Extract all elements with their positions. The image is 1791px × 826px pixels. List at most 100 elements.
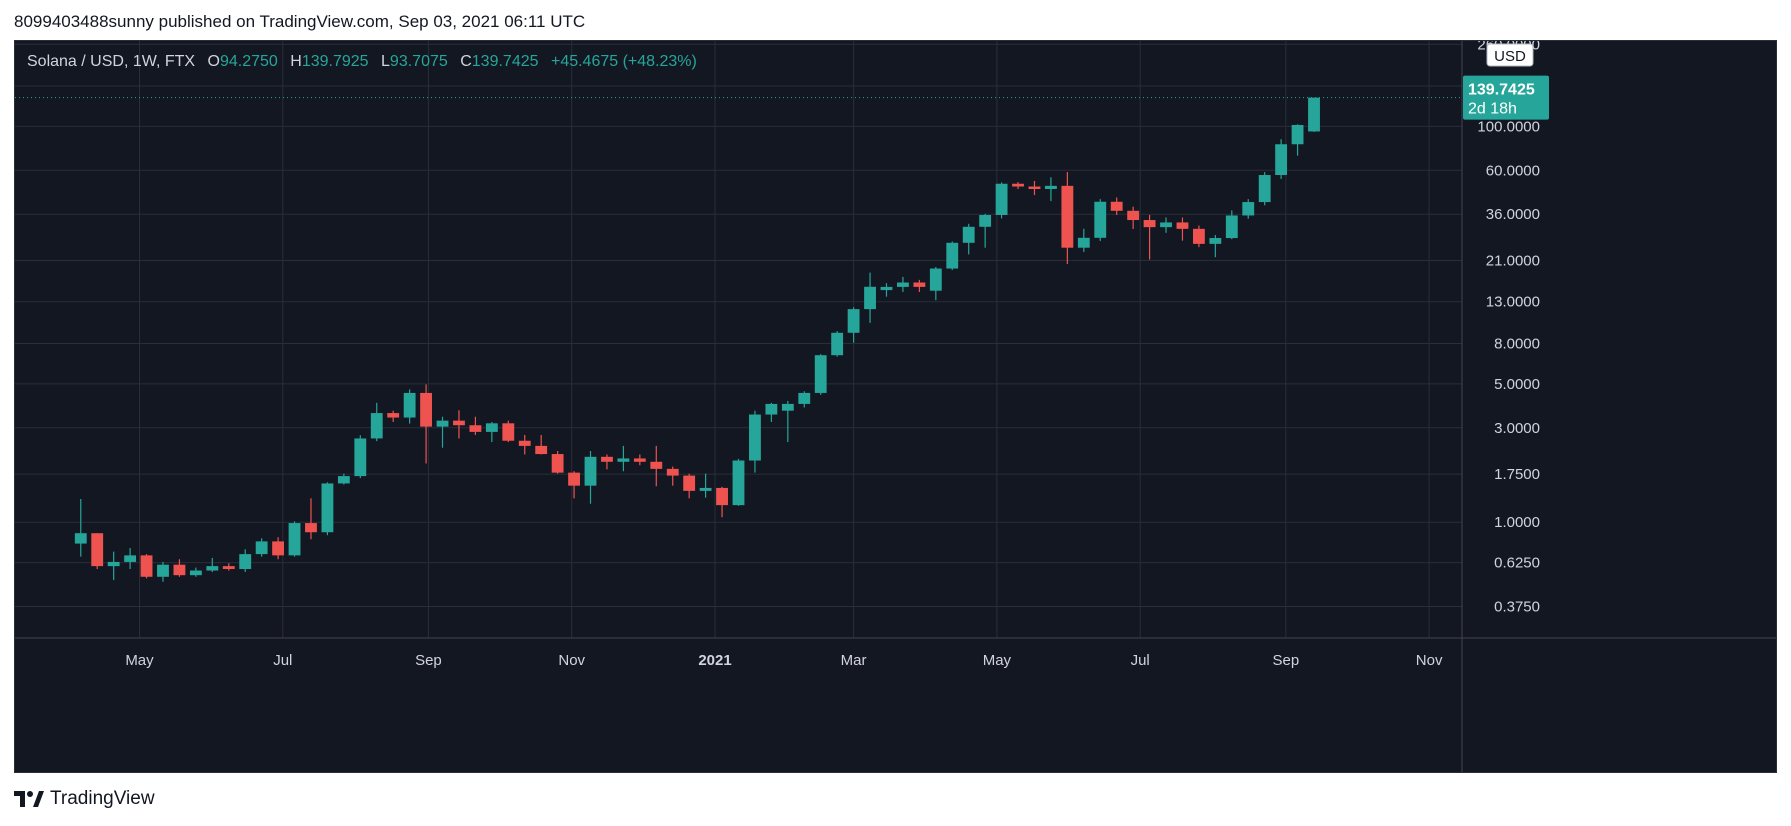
candle-body — [1308, 97, 1320, 132]
candle-body — [173, 564, 186, 576]
candle — [913, 279, 926, 292]
candle-body — [601, 456, 613, 462]
candle — [420, 384, 432, 464]
legend-low-value: 93.7075 — [389, 53, 448, 70]
last-price-tag: 139.7425 2d 18h — [1463, 75, 1549, 120]
candle-body — [1209, 238, 1222, 244]
candle — [831, 330, 844, 357]
candle-body — [1258, 175, 1271, 203]
candle — [798, 391, 811, 408]
candle — [1291, 124, 1304, 156]
candle-body — [272, 541, 285, 556]
candle-body — [584, 456, 597, 486]
candle — [946, 241, 959, 271]
price-tag-background — [1463, 75, 1549, 120]
candle-layer — [74, 97, 1320, 582]
candle — [650, 445, 663, 487]
candle-body — [321, 483, 334, 533]
x-tick-label: Nov — [558, 652, 585, 669]
candle — [403, 389, 416, 424]
y-tick-label: 60.0000 — [1486, 162, 1540, 179]
candle — [1176, 217, 1189, 241]
candle-body — [222, 566, 235, 570]
candle — [321, 482, 334, 536]
candle-body — [864, 286, 876, 310]
candle — [699, 473, 712, 498]
candle-body — [74, 533, 87, 544]
candle — [91, 533, 104, 570]
legend-high-label: H — [290, 53, 302, 70]
candle — [962, 223, 975, 255]
grid-layer — [15, 41, 1462, 638]
candle-body — [189, 570, 202, 576]
candle — [337, 473, 350, 485]
candle — [518, 434, 531, 455]
candle-body — [239, 554, 252, 570]
candle-body — [551, 454, 564, 473]
candle — [222, 563, 235, 571]
currency-label-box[interactable]: USD — [1486, 43, 1534, 67]
candlestick-chart[interactable]: 260.0000160.0000100.000060.000036.000021… — [15, 41, 1776, 772]
candle — [288, 521, 301, 557]
candle — [140, 554, 153, 579]
y-tick-label: 0.6250 — [1494, 555, 1540, 572]
footer-brand[interactable]: TradingView — [50, 788, 155, 809]
candle-body — [518, 440, 531, 446]
candle — [107, 551, 120, 581]
legend-high-value: 139.7925 — [301, 53, 369, 70]
candle — [814, 354, 827, 395]
candle — [749, 410, 761, 473]
candle-body — [1143, 220, 1156, 228]
footer[interactable]: TradingView — [14, 788, 155, 810]
candle — [239, 549, 252, 573]
candle-body — [206, 566, 219, 571]
symbol-legend: Solana / USD, 1W, FTX O94.2750 H139.7925… — [27, 53, 697, 71]
candle — [1143, 214, 1156, 260]
candle — [732, 458, 745, 506]
x-tick-label: Nov — [1416, 652, 1443, 669]
publish-header: 8099403488sunny published on TradingView… — [14, 12, 586, 31]
candle-body — [1275, 144, 1288, 176]
candle — [354, 435, 367, 479]
candle-body — [765, 403, 778, 415]
candle — [864, 272, 876, 323]
candle — [206, 557, 219, 573]
candle — [1077, 228, 1090, 252]
candle — [633, 454, 646, 466]
legend-close-value: 139.7425 — [471, 53, 539, 70]
candle — [1012, 182, 1024, 189]
price-tag-countdown: 2d 18h — [1468, 101, 1517, 118]
candle-body — [288, 523, 301, 556]
candle-body — [387, 413, 400, 418]
candle-body — [732, 460, 745, 506]
candle-body — [107, 561, 120, 567]
candle-body — [699, 487, 712, 491]
candle — [535, 434, 548, 455]
candle — [453, 410, 465, 439]
chart-frame[interactable]: 260.0000160.0000100.000060.000036.000021… — [14, 40, 1777, 773]
candle — [1094, 199, 1107, 241]
candle-body — [420, 392, 432, 427]
candle — [305, 498, 317, 540]
candle — [551, 450, 564, 474]
candle-body — [666, 468, 679, 476]
candle — [897, 276, 909, 292]
tradingview-logo-icon[interactable] — [14, 789, 44, 809]
candle-body — [255, 541, 268, 555]
candle-body — [485, 423, 498, 432]
candle — [173, 559, 186, 577]
legend-low-label: L — [381, 53, 390, 70]
candle-body — [1077, 237, 1090, 248]
legend-symbol[interactable]: Solana / USD, 1W, FTX — [27, 53, 196, 70]
candle — [370, 402, 383, 442]
candle — [74, 499, 87, 557]
candle-body — [370, 413, 383, 439]
y-tick-label: 0.3750 — [1494, 599, 1540, 616]
y-tick-label: 13.0000 — [1486, 294, 1540, 311]
candle-body — [1110, 201, 1123, 211]
candle — [436, 416, 449, 448]
candle-body — [436, 420, 449, 427]
x-tick-label: Jul — [273, 652, 292, 669]
candle-body — [502, 423, 515, 441]
candle — [847, 307, 860, 343]
